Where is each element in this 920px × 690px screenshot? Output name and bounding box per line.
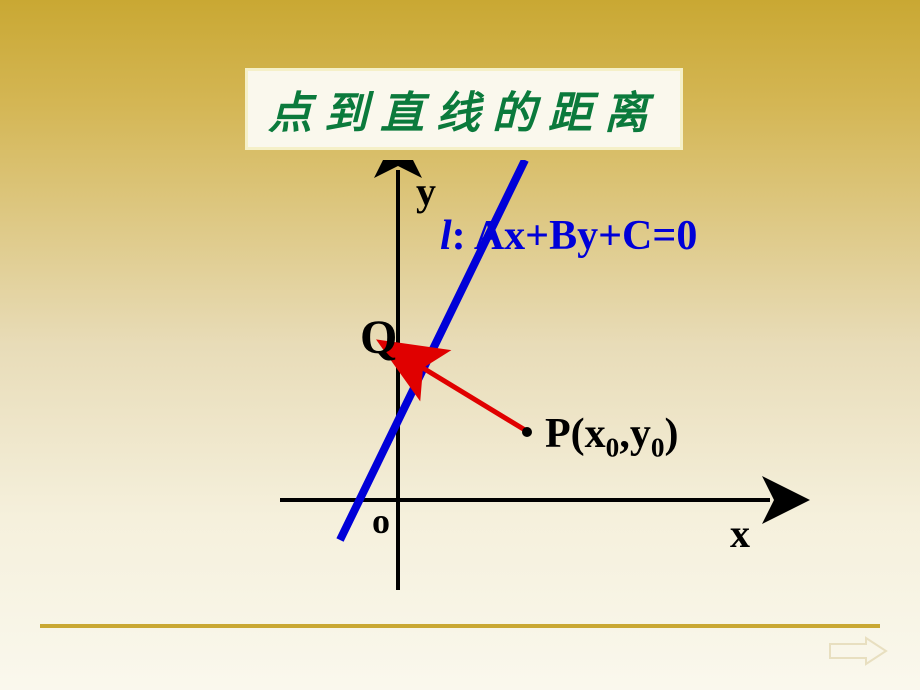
point-p-dot: [522, 427, 532, 437]
origin-label: o: [372, 500, 390, 542]
title-box: 点到直线的距离: [245, 68, 683, 150]
p-sub0: 0: [606, 432, 620, 462]
line-equation: l: Ax+By+C=0: [440, 212, 697, 260]
coordinate-diagram: y x o Q l: Ax+By+C=0 P(x0,y0): [280, 160, 880, 600]
point-p-label: P(x0,y0): [545, 410, 678, 463]
line-name-l: l: [440, 213, 452, 259]
x-axis-label: x: [730, 510, 750, 557]
y-axis-label: y: [416, 168, 436, 215]
arrow-right-icon: [828, 636, 888, 666]
next-slide-button[interactable]: [828, 636, 888, 666]
footer-divider: [40, 624, 880, 628]
pq-arrow: [423, 368, 525, 430]
line-eq-text: : Ax+By+C=0: [452, 213, 698, 259]
p-end: ): [664, 411, 678, 457]
p-sub1: 0: [651, 432, 665, 462]
q-label: Q: [360, 310, 397, 365]
p-mid: ,y: [619, 411, 651, 457]
p-name: P(x: [545, 411, 606, 457]
page-title: 点到直线的距离: [268, 77, 660, 141]
